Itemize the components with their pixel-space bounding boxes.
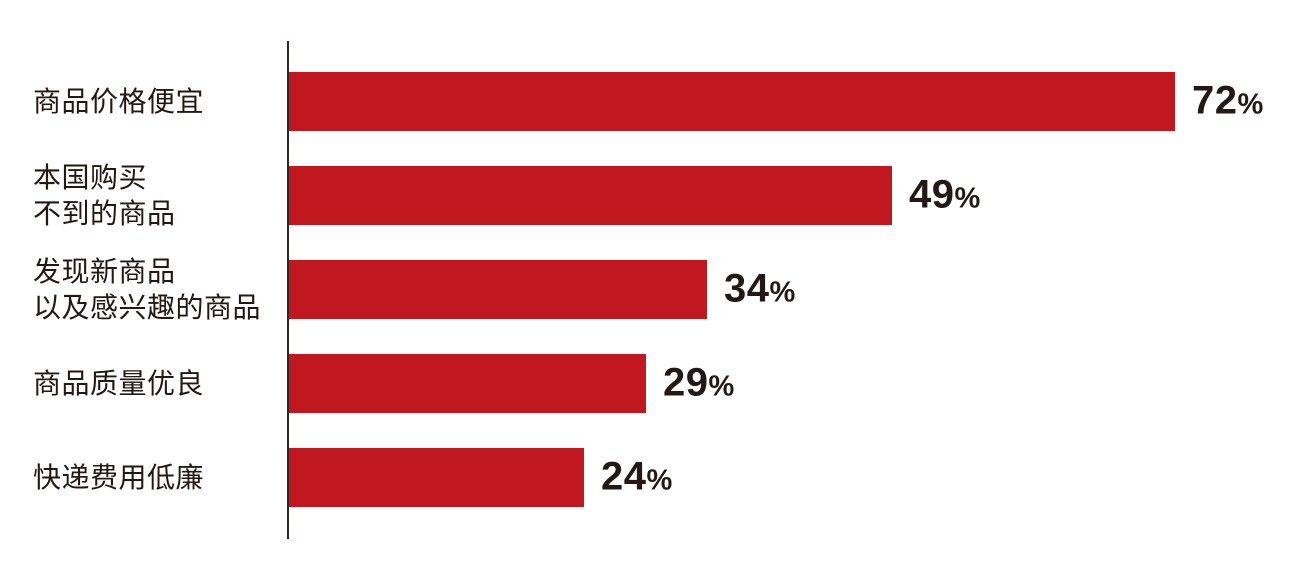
category-label-line: 本国购买	[33, 161, 148, 193]
bar-rows: 商品价格便宜 72% 本国购买 不到的商品 49% 发现新商品 以及感兴趣的商品	[0, 72, 1301, 507]
value-unit: %	[769, 276, 796, 309]
value-label: 24%	[601, 454, 672, 499]
y-axis-line	[287, 41, 289, 539]
value-unit: %	[708, 370, 735, 403]
value-label: 29%	[663, 360, 734, 405]
bar	[289, 354, 646, 413]
bar-row: 商品质量优良 29%	[0, 354, 1301, 413]
bar	[289, 166, 892, 225]
value-label: 72%	[1192, 78, 1263, 123]
value-number: 29	[663, 360, 709, 405]
category-label: 商品价格便宜	[33, 84, 204, 120]
category-label: 快递费用低廉	[33, 460, 204, 496]
bar	[289, 260, 707, 319]
category-label: 发现新商品 以及感兴趣的商品	[33, 254, 261, 326]
value-unit: %	[1237, 88, 1264, 121]
value-number: 34	[724, 266, 770, 311]
bar	[289, 448, 584, 507]
category-label-line: 快递费用低廉	[33, 461, 205, 493]
category-label: 商品质量优良	[33, 366, 204, 402]
bar-row: 快递费用低廉 24%	[0, 448, 1301, 507]
category-label-line: 商品质量优良	[33, 367, 205, 399]
category-label-line: 发现新商品	[33, 255, 176, 287]
category-label: 本国购买 不到的商品	[33, 160, 176, 232]
bar-row: 发现新商品 以及感兴趣的商品 34%	[0, 256, 1301, 323]
category-label-line: 不到的商品	[33, 197, 176, 229]
value-label: 34%	[724, 266, 795, 311]
bar-row: 本国购买 不到的商品 49%	[0, 162, 1301, 229]
value-unit: %	[954, 182, 981, 215]
value-unit: %	[646, 464, 673, 497]
value-number: 24	[601, 454, 647, 499]
value-number: 49	[909, 172, 955, 217]
category-label-line: 以及感兴趣的商品	[33, 291, 262, 323]
bar-row: 商品价格便宜 72%	[0, 72, 1301, 131]
category-label-line: 商品价格便宜	[33, 85, 205, 117]
bar	[289, 72, 1175, 131]
value-label: 49%	[909, 172, 980, 217]
value-number: 72	[1192, 78, 1238, 123]
